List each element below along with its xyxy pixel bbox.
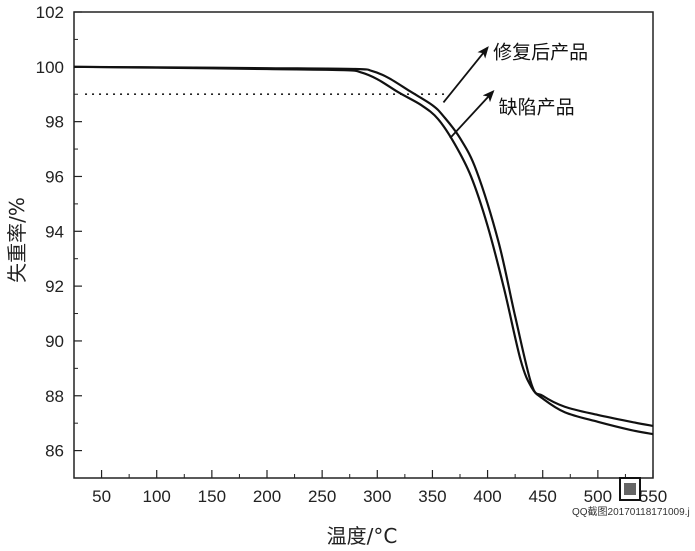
y-tick-label: 100 bbox=[36, 58, 64, 77]
y-tick-label: 98 bbox=[45, 113, 64, 132]
x-tick-label: 300 bbox=[363, 487, 391, 506]
x-tick-label: 450 bbox=[529, 487, 557, 506]
x-tick-label: 50 bbox=[92, 487, 111, 506]
x-tick-label: 150 bbox=[198, 487, 226, 506]
x-tick-label: 200 bbox=[253, 487, 281, 506]
y-tick-label: 86 bbox=[45, 442, 64, 461]
y-tick-label: 88 bbox=[45, 387, 64, 406]
x-tick-label: 550 bbox=[639, 487, 667, 506]
y-tick-label: 96 bbox=[45, 167, 64, 186]
y-tick-label: 94 bbox=[45, 222, 64, 241]
y-tick-label: 90 bbox=[45, 332, 64, 351]
y-axis-title: 失重率/% bbox=[5, 197, 29, 283]
y-tick-label: 92 bbox=[45, 277, 64, 296]
annotation-arrow-2 bbox=[450, 91, 493, 138]
annotation-label-2: 缺陷产品 bbox=[499, 96, 575, 118]
watermark-text: QQ截图20170118171009.j bbox=[572, 505, 690, 518]
x-tick-label: 500 bbox=[584, 487, 612, 506]
series-group bbox=[74, 67, 653, 434]
series-line-2 bbox=[74, 67, 653, 434]
x-tick-label: 400 bbox=[473, 487, 501, 506]
image-thumbnail-inner bbox=[624, 483, 636, 495]
series-line-1 bbox=[74, 67, 653, 426]
annotation-arrow-1 bbox=[443, 48, 487, 103]
annotation-label-1: 修复后产品 bbox=[493, 42, 588, 64]
x-tick-label: 250 bbox=[308, 487, 336, 506]
y-tick-label: 102 bbox=[36, 3, 64, 22]
x-tick-label: 350 bbox=[418, 487, 446, 506]
x-tick-label: 100 bbox=[143, 487, 171, 506]
x-axis-title: 温度/°C bbox=[327, 524, 398, 548]
annotations-group: 修复后产品缺陷产品 bbox=[443, 42, 588, 138]
tga-chart: 50 100 150 200 250 300 350 400 450 500 550 86 88 90 92… bbox=[0, 0, 695, 551]
axis-ticks: 50 100 150 200 250 300 350 400 450 500 550 86 88 90 92… bbox=[36, 3, 668, 506]
